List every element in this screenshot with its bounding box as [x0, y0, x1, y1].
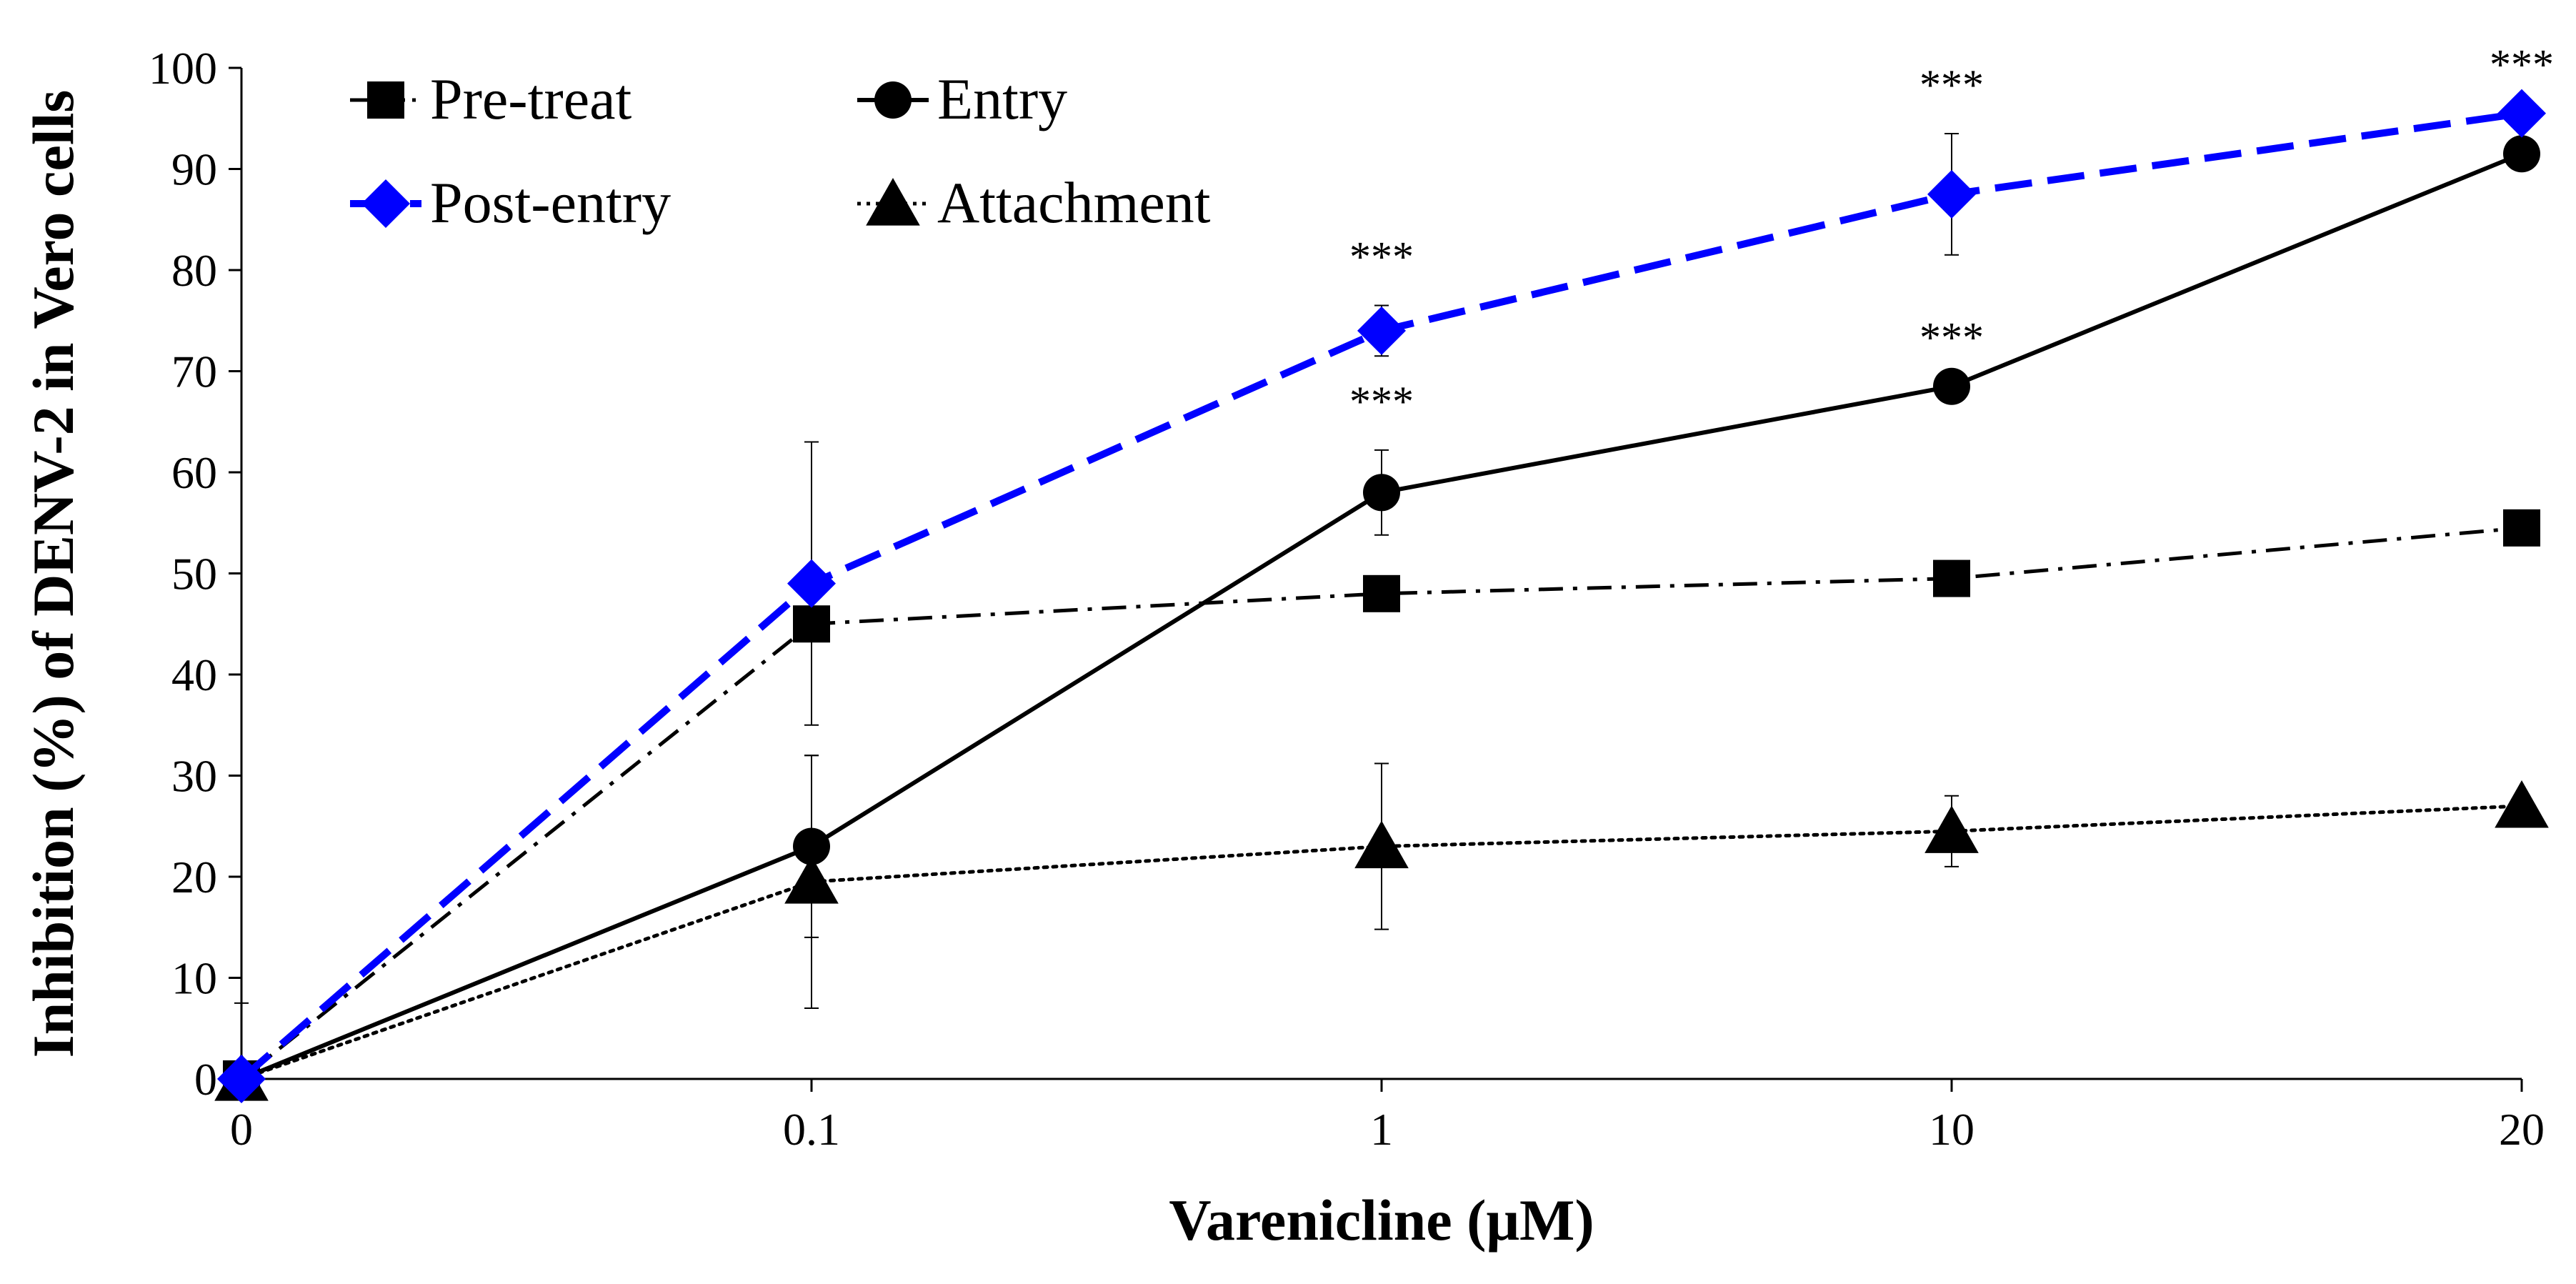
legend-item: Post-entry — [350, 170, 671, 235]
x-axis-title: Varenicline (μM) — [1169, 1188, 1594, 1253]
x-tick-label: 0.1 — [783, 1104, 840, 1155]
y-tick-label: 100 — [149, 43, 217, 94]
y-axis-title: Inhibition (%) of DENV-2 in Vero cells — [21, 90, 86, 1058]
legend-label: Attachment — [937, 170, 1211, 235]
data-point — [1363, 574, 1400, 612]
x-tick-label: 1 — [1370, 1104, 1393, 1155]
y-tick-label: 80 — [171, 245, 217, 296]
legend-marker — [367, 81, 404, 119]
significance-marker: *** — [1349, 378, 1414, 425]
legend-label: Post-entry — [430, 170, 671, 235]
data-point — [1933, 367, 1970, 405]
significance-marker: *** — [1919, 314, 1984, 362]
data-point — [1924, 805, 1979, 853]
y-axis: 0 10 20 30 40 50 60 70 80 90 100 Inhibition (%) of… — [21, 43, 243, 1105]
y-tick-label: 10 — [171, 953, 217, 1004]
data-point — [2503, 135, 2540, 173]
x-ticks: 0 0.1 1 10 20 — [230, 1079, 2545, 1155]
legend-marker — [874, 81, 912, 119]
y-tick-label: 20 — [171, 852, 217, 902]
legend-marker — [866, 178, 920, 226]
significance-marker: *** — [1919, 61, 1984, 109]
data-point — [1357, 306, 1406, 355]
x-tick-label: 20 — [2499, 1104, 2545, 1155]
significance-annotations: *** *** *** *** *** — [1349, 41, 2554, 425]
significance-marker: *** — [2490, 41, 2554, 89]
significance-marker: *** — [1349, 234, 1414, 281]
legend-marker — [361, 179, 410, 228]
y-tick-label: 40 — [171, 650, 217, 700]
data-point — [217, 1055, 266, 1103]
y-tick-label: 0 — [194, 1054, 217, 1105]
data-point — [1933, 559, 1970, 597]
legend-label: Pre-treat — [430, 66, 631, 131]
y-ticks: 0 10 20 30 40 50 60 70 80 90 100 — [149, 43, 241, 1105]
legend-item: Entry — [857, 66, 1067, 131]
legend: Pre-treat Entry Post-entry Attachment — [350, 66, 1211, 235]
y-tick-label: 90 — [171, 144, 217, 195]
series-group — [214, 89, 2549, 1103]
y-tick-label: 70 — [171, 347, 217, 397]
data-point — [793, 827, 830, 865]
data-point — [787, 559, 836, 608]
legend-label: Entry — [937, 66, 1067, 131]
y-tick-label: 60 — [171, 447, 217, 498]
data-point — [1363, 474, 1400, 512]
y-tick-label: 30 — [171, 751, 217, 802]
data-point — [2497, 89, 2546, 138]
data-point — [1927, 169, 1976, 219]
series-attachment — [214, 755, 2549, 1101]
x-axis: 0 0.1 1 10 20 Varenicline (μM) — [230, 1078, 2545, 1253]
legend-item: Attachment — [857, 170, 1211, 235]
data-point — [2503, 509, 2540, 547]
y-tick-label: 50 — [171, 549, 217, 599]
series-post-entry — [217, 89, 2546, 1103]
data-point — [2495, 780, 2549, 828]
legend-item: Pre-treat — [350, 66, 631, 131]
x-tick-label: 10 — [1929, 1104, 1975, 1155]
data-point — [1354, 820, 1409, 869]
series-line — [240, 151, 2523, 1081]
x-tick-label: 0 — [230, 1104, 253, 1155]
